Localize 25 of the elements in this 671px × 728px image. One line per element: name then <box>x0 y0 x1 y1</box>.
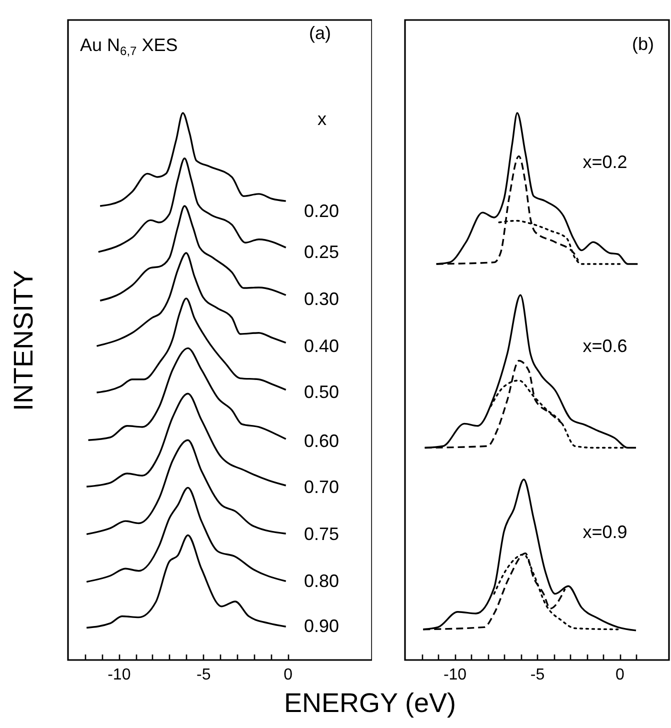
annotation: 0.25 <box>304 242 340 262</box>
x-axis-title: ENERGY (eV) <box>282 688 458 719</box>
annotation: x=0.6 <box>582 336 628 356</box>
annotation: 0.70 <box>304 477 340 497</box>
text: (a) <box>309 23 331 43</box>
annotation: 0.40 <box>304 336 340 356</box>
annotation: x=0.2 <box>582 152 628 172</box>
annotation: 0.75 <box>304 524 340 544</box>
text: (b) <box>632 34 654 54</box>
text: Au N$_{6,7}$ XES <box>80 35 178 58</box>
annotation: 0.30 <box>304 289 340 309</box>
annotation: x=0.9 <box>582 522 628 542</box>
x-tick-label: 0 <box>284 666 293 684</box>
x-tick-label: -5 <box>530 666 545 684</box>
x-tick-label: 0 <box>616 666 625 684</box>
annotation: 0.90 <box>304 616 340 636</box>
x-tick-label: -5 <box>196 666 211 684</box>
annotation: 0.80 <box>304 571 340 591</box>
x-tick-label: -10 <box>108 666 131 684</box>
annotation: 0.60 <box>304 431 340 451</box>
x-tick-label: -10 <box>443 666 467 684</box>
y-axis-title: INTENSITY <box>8 270 38 412</box>
annotation: 0.20 <box>304 201 340 221</box>
annotation: 0.50 <box>304 382 340 402</box>
annotation: x <box>318 109 326 129</box>
